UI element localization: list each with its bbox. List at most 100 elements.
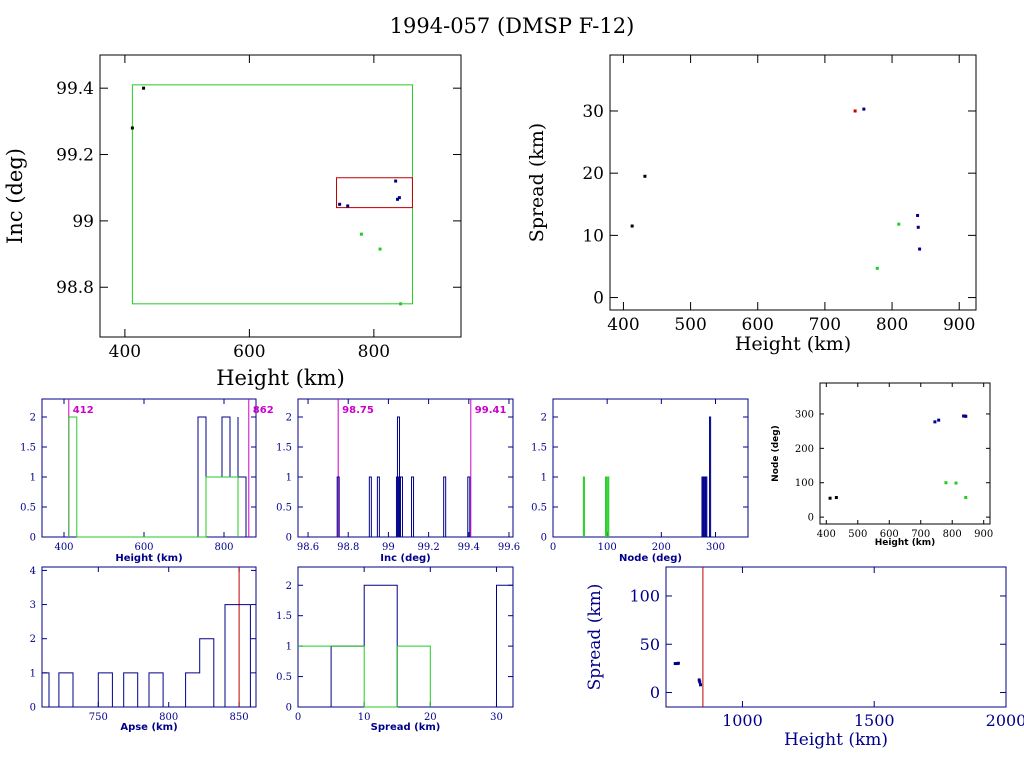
x-tick-label: 30	[490, 712, 503, 723]
y-tick-label: 1	[30, 668, 36, 679]
x-tick-label: 100	[598, 542, 617, 553]
y-tick-label: 20	[582, 164, 604, 184]
y-tick-label: 0	[593, 289, 604, 309]
chart-apse-hist: 750 800 850 0 1 2 3 4 Apse (km)	[30, 566, 257, 733]
x-tick-label: 800	[943, 529, 962, 540]
x-axis-label: Inc (deg)	[380, 553, 431, 564]
chart-inc-hist: 98.6 98.8 99 99.2 99.4 99.6 0 0.5 1 1.5 2 Inc (deg)…	[276, 398, 520, 564]
y-tick-label: 1.5	[276, 611, 292, 622]
chart-node-hist: 0 100 200 300 0 0.5 1 1.5 2 Node (deg)	[531, 398, 749, 564]
y-tick-label: 100	[629, 587, 660, 606]
vline-label: 412	[73, 405, 94, 416]
y-tick-label: 2	[286, 581, 292, 592]
y-tick-label: 1	[286, 473, 292, 484]
blue-data-point	[673, 662, 677, 666]
green-histogram-line	[298, 645, 431, 708]
plot-frame	[552, 398, 749, 538]
y-axis-label: Spread (km)	[585, 584, 605, 691]
x-tick-label: 400	[817, 529, 836, 540]
y-tick-label: 1	[30, 473, 36, 484]
green-data-point	[875, 266, 879, 270]
green-selection-box	[131, 84, 413, 305]
x-tick-label: 99	[382, 542, 395, 553]
blue-data-point	[698, 680, 702, 684]
y-tick-label: 99.2	[56, 145, 94, 165]
y-tick-label: 0.5	[276, 672, 292, 683]
y-tick-label: 2	[541, 413, 547, 424]
x-tick-label: 400	[109, 342, 141, 362]
plot-frame	[665, 566, 1007, 708]
chart-title: 1994-057 (DMSP F-12)	[389, 14, 635, 38]
y-tick-label: 2	[286, 413, 292, 424]
x-tick-label: 1000	[722, 711, 763, 730]
plot-frame	[297, 566, 514, 708]
plot-frame	[609, 54, 977, 311]
chart-inc-vs-height: 400 600 800 98.8 99 99.2 99.4 Height (km) Inc (d…	[3, 54, 462, 390]
y-tick-label: 300	[795, 409, 814, 420]
x-tick-label: 1500	[854, 711, 895, 730]
black-data-point	[834, 496, 838, 500]
x-tick-label: 500	[848, 529, 867, 540]
y-tick-label: 2	[30, 413, 36, 424]
blue-histogram-line	[41, 604, 251, 708]
blue-data-point	[862, 107, 866, 111]
x-tick-label: 300	[706, 542, 725, 553]
blue-data-point	[397, 196, 401, 200]
blue-histogram-bar	[467, 476, 471, 537]
x-tick-label: 800	[358, 342, 390, 362]
black-data-point	[142, 86, 146, 90]
y-tick-label: 0	[541, 533, 547, 544]
plot-frame	[99, 54, 462, 338]
y-tick-label: 10	[582, 226, 604, 246]
x-tick-label: 99.2	[417, 542, 439, 553]
x-axis-label: Spread (km)	[371, 722, 441, 733]
y-tick-label: 200	[795, 444, 814, 455]
x-axis-label: Node (deg)	[619, 553, 682, 564]
y-tick-label: 98.8	[56, 278, 94, 298]
blue-histogram-bar	[376, 476, 380, 537]
y-tick-label: 1	[286, 642, 292, 653]
red-selection-box	[336, 177, 413, 209]
chart-height-hist: 400 600 800 0 0.5 1 1.5 2 Height (km) 412 862	[20, 398, 274, 564]
y-tick-label: 4	[30, 566, 36, 577]
black-data-point	[630, 224, 634, 228]
x-tick-label: 900	[974, 529, 993, 540]
green-data-point	[378, 247, 382, 251]
black-data-point	[643, 174, 647, 178]
blue-histogram-bar	[411, 476, 415, 537]
x-tick-label: 10	[358, 712, 371, 723]
y-tick-label: 2	[30, 634, 36, 645]
green-data-point	[897, 222, 901, 226]
y-tick-label: 0	[286, 533, 292, 544]
y-tick-label: 99	[72, 212, 94, 232]
y-tick-label: 1.5	[531, 443, 547, 454]
y-tick-label: 30	[582, 102, 604, 122]
blue-data-point	[918, 247, 922, 251]
plot-frame	[819, 382, 991, 525]
blue-histogram-bar	[399, 476, 403, 537]
x-tick-label: 600	[233, 342, 265, 362]
y-axis-label: Inc (deg)	[3, 148, 27, 244]
blue-data-point	[394, 179, 398, 183]
y-tick-label: 0	[30, 703, 36, 714]
x-tick-label: 98.8	[337, 542, 359, 553]
y-tick-label: 0	[30, 533, 36, 544]
y-tick-label: 1.5	[276, 443, 292, 454]
blue-data-point	[916, 225, 920, 229]
y-tick-label: 1.5	[20, 443, 36, 454]
y-tick-label: 1	[541, 473, 547, 484]
blue-data-point	[396, 197, 400, 201]
y-tick-label: 0.5	[276, 503, 292, 514]
y-axis-label: Spread (km)	[526, 123, 548, 242]
x-tick-label: 400	[54, 542, 73, 553]
vline-label: 862	[253, 405, 274, 416]
blue-histogram-bar	[705, 476, 708, 537]
blue-histogram-bar	[709, 416, 712, 537]
x-tick-label: 800	[214, 542, 233, 553]
y-tick-label: 3	[30, 600, 36, 611]
green-histogram-line	[68, 416, 239, 538]
x-tick-label: 600	[134, 542, 153, 553]
chart-spread-vs-height: 400 500 600 700 800 900 0 10 20 30 Height (km) Spre…	[526, 54, 977, 355]
x-tick-label: 400	[607, 315, 639, 335]
blue-histogram-bar	[396, 416, 400, 537]
